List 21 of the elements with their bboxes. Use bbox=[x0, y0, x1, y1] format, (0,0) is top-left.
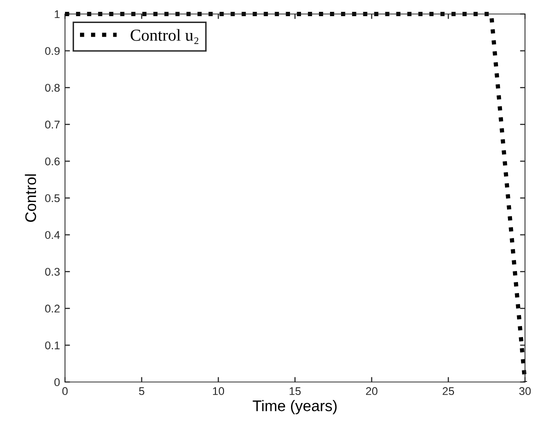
x-tick-label: 0 bbox=[62, 387, 68, 396]
y-tick-label: 0.8 bbox=[45, 84, 60, 92]
y-tick-label: 0.1 bbox=[45, 341, 60, 350]
y-tick-label: 0 bbox=[54, 378, 60, 386]
legend-label: Control u₂ bbox=[130, 29, 198, 44]
y-tick-label: 0.7 bbox=[45, 120, 60, 129]
x-axis-title: Time (years) bbox=[252, 400, 337, 414]
x-tick-label: 15 bbox=[290, 387, 301, 396]
y-tick-label: 0.5 bbox=[45, 194, 60, 202]
y-tick-label: 0.6 bbox=[45, 157, 60, 166]
y-tick-label: 0.9 bbox=[45, 47, 60, 55]
y-tick-label: 0.4 bbox=[45, 231, 60, 239]
y-tick-label: 0.2 bbox=[45, 304, 60, 313]
x-tick-label: 20 bbox=[366, 387, 378, 396]
y-tick-label: 1 bbox=[54, 10, 60, 18]
y-axis-title: Control bbox=[24, 174, 36, 222]
x-tick-label: 30 bbox=[519, 387, 531, 396]
x-tick-label: 25 bbox=[442, 387, 454, 396]
x-tick-label: 5 bbox=[139, 387, 144, 396]
y-tick-label: 0.3 bbox=[45, 268, 60, 276]
x-tick-label: 10 bbox=[213, 387, 224, 396]
